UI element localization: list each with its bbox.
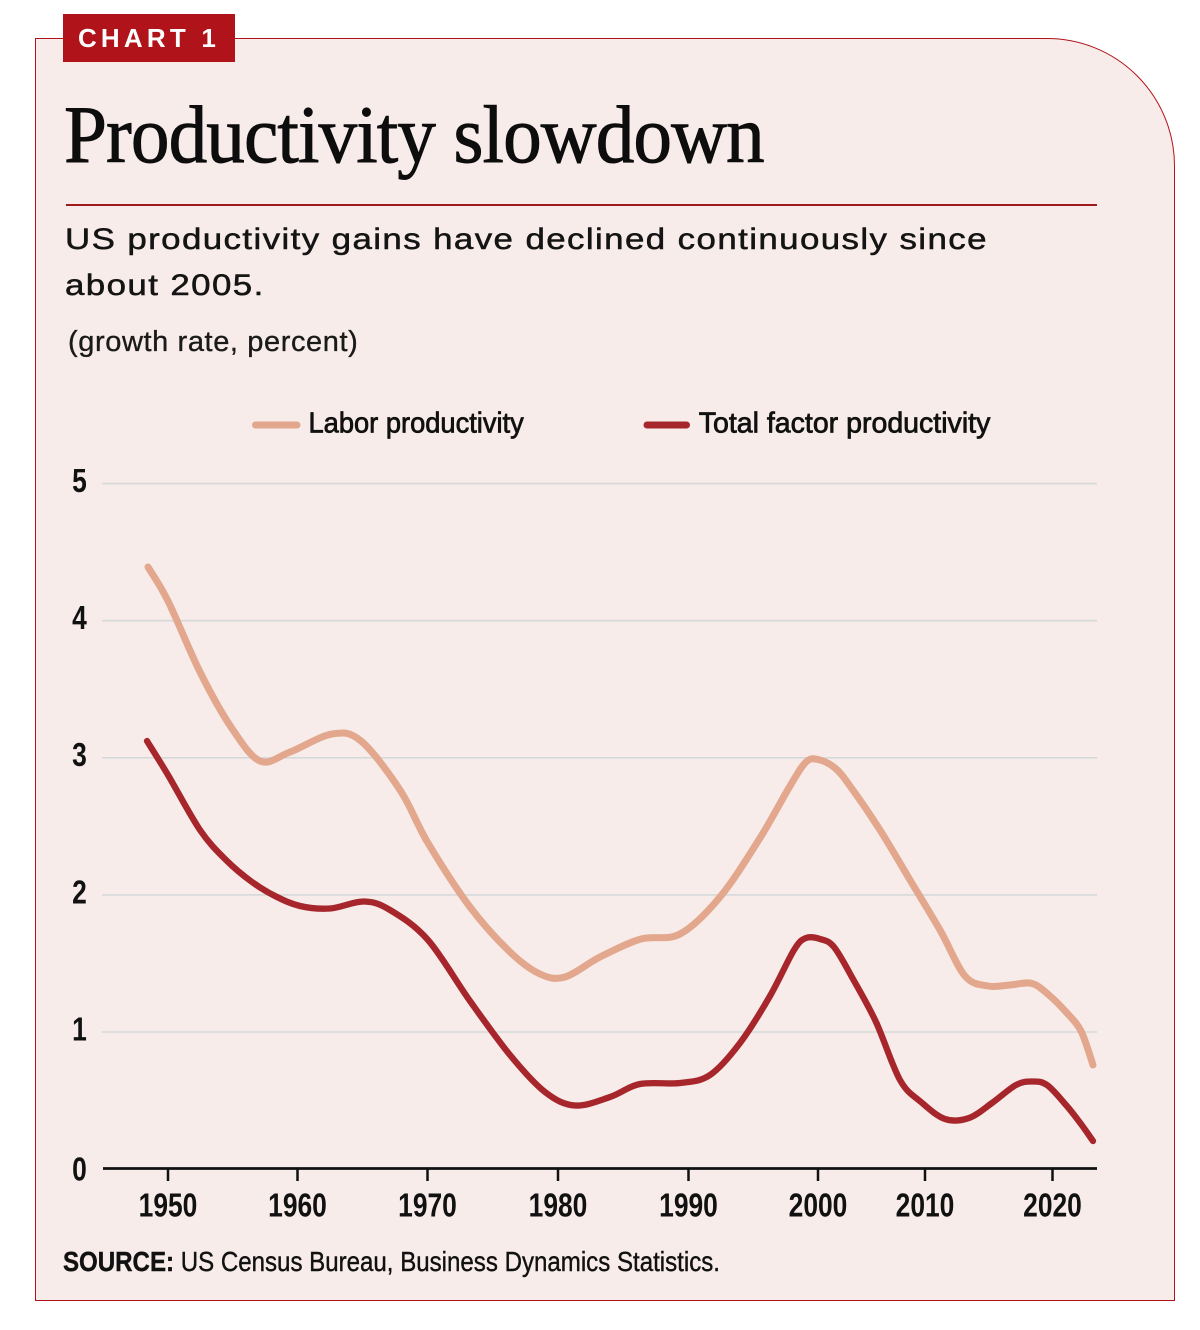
svg-text:1990: 1990 — [659, 1188, 718, 1224]
svg-text:SOURCE: US Census Bureau, Busi: SOURCE: US Census Bureau, Business Dynam… — [63, 1245, 720, 1277]
svg-text:1960: 1960 — [268, 1188, 327, 1224]
svg-text:5: 5 — [72, 463, 87, 499]
svg-text:2020: 2020 — [1023, 1188, 1082, 1224]
svg-text:2: 2 — [72, 875, 87, 911]
svg-text:0: 0 — [72, 1152, 87, 1188]
svg-text:2010: 2010 — [896, 1188, 955, 1224]
svg-text:Total factor productivity: Total factor productivity — [699, 407, 991, 439]
svg-text:Labor productivity: Labor productivity — [309, 407, 525, 439]
svg-text:1970: 1970 — [398, 1188, 457, 1224]
svg-text:1: 1 — [72, 1012, 87, 1048]
svg-text:1980: 1980 — [529, 1188, 588, 1224]
svg-text:1950: 1950 — [139, 1188, 198, 1224]
svg-text:3: 3 — [72, 737, 87, 773]
svg-text:4: 4 — [72, 600, 87, 636]
svg-text:2000: 2000 — [789, 1188, 848, 1224]
